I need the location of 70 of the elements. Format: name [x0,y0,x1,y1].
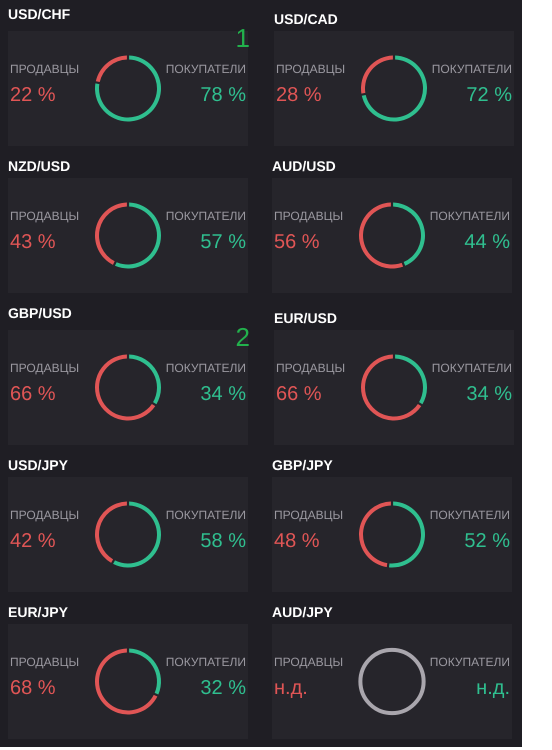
data-label: 68 % [10,677,56,699]
data-label: 78 % [200,84,246,106]
donut-slice [129,354,161,404]
slice-label: ПРОДАВЦЫ [274,209,344,223]
category-label: ПОКУПАТЕЛИ [430,655,510,669]
slice-label: ПОКУПАТЕЛИ [166,655,246,669]
data-label: 34 % [200,383,246,405]
donut-slice [95,56,161,122]
donut-slice [393,202,425,266]
data-label: 66 % [276,383,322,405]
donut-slice [114,202,161,268]
donut-slice [359,202,404,268]
donut-slice [96,56,127,82]
data-label: 56 % [274,231,320,253]
chart-title: USD/JPY [8,457,69,473]
slice-label: ПОКУПАТЕЛИ [166,361,246,375]
text: 1 [236,23,250,53]
text: н.д. [476,677,510,699]
data-label: 72 % [466,84,512,106]
data-label: 66 % [10,383,56,405]
slice-label: ПРОДАВЦЫ [276,62,346,76]
slice-label: ПРОДАВЦЫ [10,361,80,375]
chart-title: USD/CHF [8,6,71,22]
slice-label: ПРОДАВЦЫ [10,209,80,223]
slice-label: ПОКУПАТЕЛИ [166,508,246,522]
donut-slice [361,354,422,420]
chart-title: GBP/USD [8,305,72,321]
data-label: 58 % [200,530,246,552]
donut-slice [362,56,427,122]
donut-slice [95,648,158,714]
slice-label: ПОКУПАТЕЛИ [432,62,512,76]
donut-slice [361,56,393,94]
slice-label: ПРОДАВЦЫ [276,361,346,375]
data-label: 42 % [10,530,56,552]
text: н.д. [274,677,308,699]
chart-title: EUR/JPY [8,604,69,620]
text: 2 [236,322,250,352]
donut-slice [95,202,127,265]
chart-title: GBP/JPY [272,457,334,473]
chart-title: EUR/USD [274,310,338,326]
chart-title: NZD/USD [8,158,70,174]
slice-label: ПОКУПАТЕЛИ [430,508,510,522]
data-label: 22 % [10,84,56,106]
donut-slice [395,354,427,404]
data-label: 28 % [276,84,322,106]
data-label: 43 % [10,231,56,253]
slice-label: ПОКУПАТЕЛИ [166,209,246,223]
chart-title: AUD/USD [272,158,336,174]
data-label: 44 % [464,231,510,253]
data-label: 52 % [464,530,510,552]
donut-slice [95,354,156,420]
slice-label: ПРОДАВЦЫ [10,508,80,522]
category-label: ПРОДАВЦЫ [274,655,344,669]
text: AUD/JPY [272,604,334,620]
slice-label: ПРОДАВЦЫ [274,508,344,522]
data-label: 57 % [200,231,246,253]
slice-label: ПРОДАВЦЫ [10,62,80,76]
slice-label: ПРОДАВЦЫ [10,655,80,669]
slice-label: ПОКУПАТЕЛИ [166,62,246,76]
slice-label: ПОКУПАТЕЛИ [432,361,512,375]
chart-title: USD/CAD [274,11,338,27]
donut-slice [359,502,391,568]
data-label: 34 % [466,383,512,405]
data-label: 32 % [200,677,246,699]
donut-slice [95,502,127,563]
donut-slice [113,502,161,568]
donut-slice [388,502,425,568]
slice-label: ПОКУПАТЕЛИ [430,209,510,223]
data-label: 48 % [274,530,320,552]
donut-slice [129,648,161,695]
